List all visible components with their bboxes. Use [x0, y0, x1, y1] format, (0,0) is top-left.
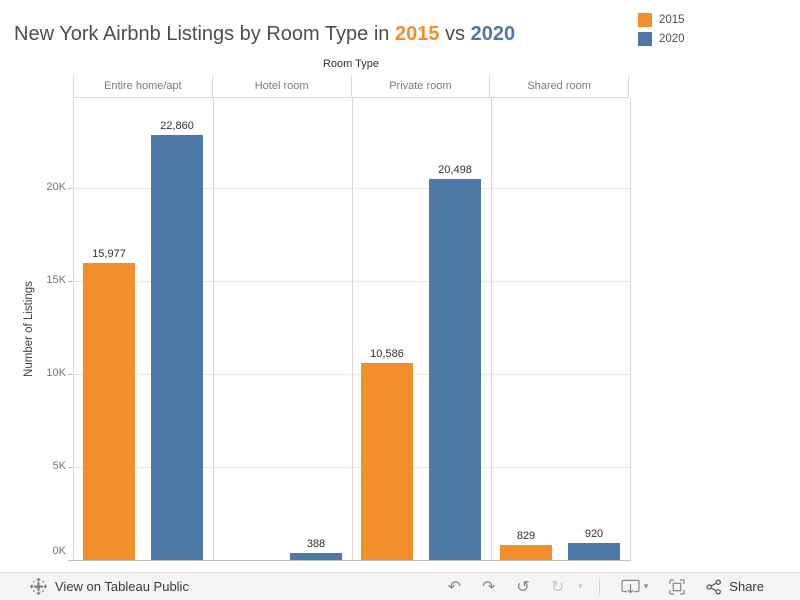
color-legend: 2015 2020	[638, 13, 685, 51]
column-header-cell[interactable]: Shared room	[489, 75, 628, 97]
column-header-cell[interactable]: Entire home/apt	[104, 80, 182, 92]
view-on-tableau-public-link[interactable]: View on Tableau Public	[30, 578, 189, 595]
legend-label: 2015	[659, 14, 685, 26]
download-icon	[621, 579, 640, 594]
bar-2020[interactable]	[151, 135, 203, 560]
legend-item-2020[interactable]: 2020	[638, 32, 685, 46]
category-pane: 388	[213, 98, 352, 560]
redo-icon: ↷	[482, 576, 496, 596]
column-header-row: Entire home/apt Hotel room Private room Sha…	[73, 75, 629, 98]
legend-swatch-icon	[638, 32, 652, 46]
toolbar-separator	[598, 578, 600, 595]
pane-divider	[491, 98, 492, 560]
refresh-button[interactable]: ↻	[550, 576, 565, 596]
bar-2020[interactable]	[429, 179, 481, 560]
title-year-2015: 2015	[394, 23, 440, 45]
chart-title: New York Airbnb Listings by Room Type in…	[14, 23, 515, 46]
undo-icon: ↶	[447, 576, 462, 596]
y-tick-mark	[68, 467, 73, 468]
reset-icon: ↺	[516, 576, 530, 596]
legend-label: 2020	[659, 33, 685, 45]
pane-divider	[213, 98, 214, 560]
share-button[interactable]: Share	[706, 579, 764, 595]
tableau-toolbar: View on Tableau Public ↶ ↷ ↺ ↻ ▾ ▾	[0, 572, 800, 600]
column-header-cell[interactable]: Private room	[350, 75, 490, 97]
legend-item-2015[interactable]: 2015	[638, 13, 685, 27]
bar-value-label: 22,860	[160, 120, 194, 132]
pane-divider	[352, 98, 353, 560]
bar-2020[interactable]	[290, 553, 342, 560]
title-text: New York Airbnb Listings by Room Type in	[14, 23, 395, 45]
y-tick-mark	[68, 188, 73, 190]
download-button[interactable]: ▾	[621, 579, 649, 594]
y-tick-label: 0K	[52, 545, 66, 557]
title-vs: vs	[439, 23, 471, 45]
reset-button[interactable]: ↺	[516, 576, 530, 596]
y-tick-label: 20K	[46, 181, 66, 194]
bar-2015[interactable]	[361, 363, 413, 560]
bar-value-label: 15,977	[92, 248, 126, 260]
redo-button[interactable]: ↷	[482, 576, 496, 596]
bar-2015[interactable]	[500, 545, 552, 560]
bar-value-label: 388	[306, 538, 326, 550]
y-tick-mark	[68, 281, 73, 282]
legend-swatch-icon	[638, 13, 652, 27]
y-tick-mark	[68, 560, 73, 561]
column-header-cell[interactable]: Hotel room	[211, 75, 351, 97]
y-tick-label: 15K	[46, 274, 66, 286]
category-pane: 15,977 22,860	[74, 98, 213, 560]
y-tick-label: 5K	[52, 460, 66, 472]
bar-2020[interactable]	[568, 543, 620, 560]
share-icon	[706, 579, 722, 595]
column-field-label: Room Type	[322, 58, 380, 70]
y-tick-mark	[68, 374, 73, 375]
fullscreen-icon	[669, 578, 685, 595]
chevron-down-icon: ▾	[578, 581, 583, 592]
title-year-2020: 2020	[470, 23, 516, 45]
category-pane: 10,586 20,498	[352, 98, 491, 560]
y-tick-label: 10K	[46, 367, 66, 379]
refresh-icon: ↻	[550, 576, 565, 596]
category-pane: 829 920	[491, 98, 630, 560]
tableau-logo-icon	[30, 578, 47, 595]
share-label: Share	[729, 579, 764, 594]
toolbar-buttons: ↶ ↷ ↺ ↻ ▾ ▾	[427, 576, 764, 596]
bar-value-label: 920	[584, 528, 604, 540]
bar-value-label: 20,498	[438, 164, 472, 176]
chevron-down-icon: ▾	[643, 581, 649, 592]
refresh-menu-button[interactable]: ▾	[574, 582, 583, 592]
fullscreen-button[interactable]	[669, 578, 685, 595]
bar-2015[interactable]	[83, 263, 135, 560]
bar-value-label: 829	[516, 530, 536, 542]
bar-value-label: 10,586	[370, 348, 404, 360]
undo-button[interactable]: ↶	[447, 576, 462, 596]
plot-area: 15,977 22,860 388 10,586 20,498 829 920	[73, 98, 631, 561]
view-on-tableau-public-label: View on Tableau Public	[55, 579, 189, 594]
